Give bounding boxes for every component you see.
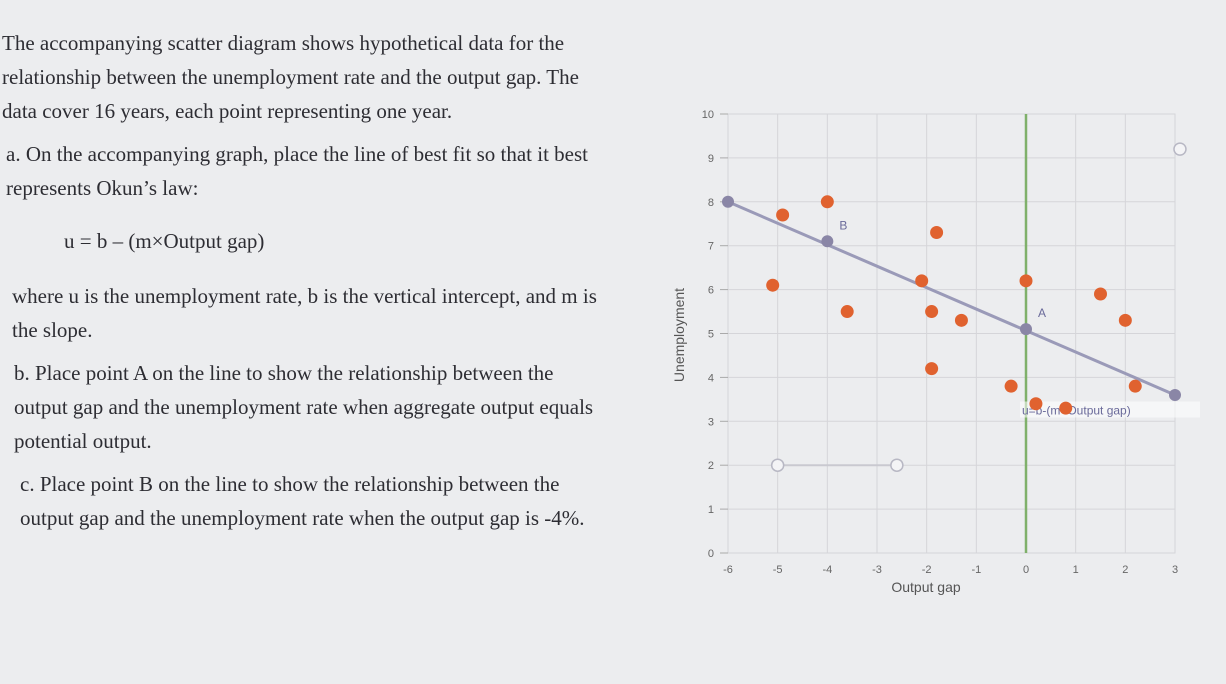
y-tick-label: 6 — [708, 285, 714, 297]
point-a-label: A — [1038, 306, 1046, 320]
part-b-text: b. Place point A on the line to show the… — [14, 361, 594, 453]
y-tick-label: 1 — [708, 504, 714, 516]
data-point — [954, 313, 968, 327]
chart-svg[interactable]: -6 -5 -4 -3 -2 -1 0 1 2 3 0 1 2 3 4 5 6 7 8 9 10 u=b-(m×Out… — [640, 90, 1226, 620]
data-point — [915, 274, 929, 288]
y-tick-label: 10 — [702, 109, 714, 121]
data-point — [776, 208, 790, 222]
data-point — [925, 362, 939, 376]
x-tick-label: -6 — [723, 564, 733, 576]
best-fit-endpoint-right[interactable] — [1169, 388, 1181, 401]
formula-text: u = b – (m×Output gap) — [64, 229, 265, 253]
y-axis-label: Unemployment — [671, 288, 687, 382]
data-point — [1004, 379, 1018, 393]
data-point — [1029, 397, 1043, 411]
y-tick-label: 9 — [708, 153, 714, 165]
x-tick-label: 2 — [1122, 564, 1128, 576]
x-tick-label: -5 — [773, 564, 783, 576]
y-tick-label: 7 — [708, 241, 714, 253]
data-point — [1118, 313, 1132, 327]
tool-handle[interactable] — [770, 458, 785, 472]
point-a[interactable] — [1020, 323, 1032, 336]
x-tick-label: 3 — [1172, 564, 1178, 576]
y-tick-label: 3 — [708, 416, 714, 428]
x-tick-label: 1 — [1073, 564, 1079, 576]
formula-explanation: where u is the unemployment rate, b is t… — [12, 284, 597, 342]
y-tick-label: 0 — [708, 548, 714, 560]
point-labels[interactable]: AB — [821, 218, 1046, 336]
y-tick-label: 8 — [708, 197, 714, 209]
tool-handle[interactable] — [1173, 142, 1187, 156]
x-tick-label: -1 — [971, 564, 981, 576]
data-points — [766, 195, 1142, 415]
y-tick-label: 5 — [708, 329, 714, 341]
y-tick-label: 4 — [708, 372, 714, 384]
okuns-law-formula: u = b – (m×Output gap) — [64, 224, 600, 258]
data-point — [1019, 274, 1033, 288]
question-panel: The accompanying scatter diagram shows h… — [0, 26, 600, 535]
x-axis-ticks: -6 -5 -4 -3 -2 -1 0 1 2 3 — [723, 564, 1178, 576]
y-axis-ticks: 0 1 2 3 4 5 6 7 8 9 10 — [702, 109, 714, 560]
x-tick-label: -4 — [822, 564, 832, 576]
x-axis-label: Output gap — [891, 579, 960, 595]
best-fit-line[interactable]: u=b-(m×Output gap) — [722, 195, 1200, 418]
data-point — [840, 305, 854, 319]
part-c-text: c. Place point B on the line to show the… — [20, 472, 585, 530]
scatter-chart[interactable]: -6 -5 -4 -3 -2 -1 0 1 2 3 0 1 2 3 4 5 6 7 8 9 10 u=b-(m×Out… — [640, 90, 1226, 620]
grid — [720, 113, 1176, 554]
point-b[interactable] — [821, 235, 834, 248]
x-tick-label: 0 — [1023, 564, 1029, 576]
data-point — [1059, 401, 1073, 415]
data-point — [930, 226, 944, 240]
data-point — [925, 305, 939, 319]
x-tick-label: -3 — [872, 564, 882, 576]
data-point — [1094, 287, 1107, 301]
y-tick-label: 2 — [708, 460, 714, 472]
question-intro: The accompanying scatter diagram shows h… — [2, 31, 579, 123]
best-fit-endpoint-left[interactable] — [722, 195, 734, 208]
tool-handle[interactable] — [890, 458, 904, 472]
data-point — [1128, 379, 1142, 393]
point-b-label: B — [839, 218, 847, 232]
part-a-text: a. On the accompanying graph, place the … — [6, 142, 588, 200]
data-point — [820, 195, 834, 209]
best-fit-line-segment[interactable] — [727, 200, 1176, 397]
tool-handles[interactable] — [770, 142, 1187, 472]
x-tick-label: -2 — [922, 564, 932, 576]
best-fit-equation-label: u=b-(m×Output gap) — [1022, 404, 1131, 418]
data-point — [766, 278, 780, 292]
